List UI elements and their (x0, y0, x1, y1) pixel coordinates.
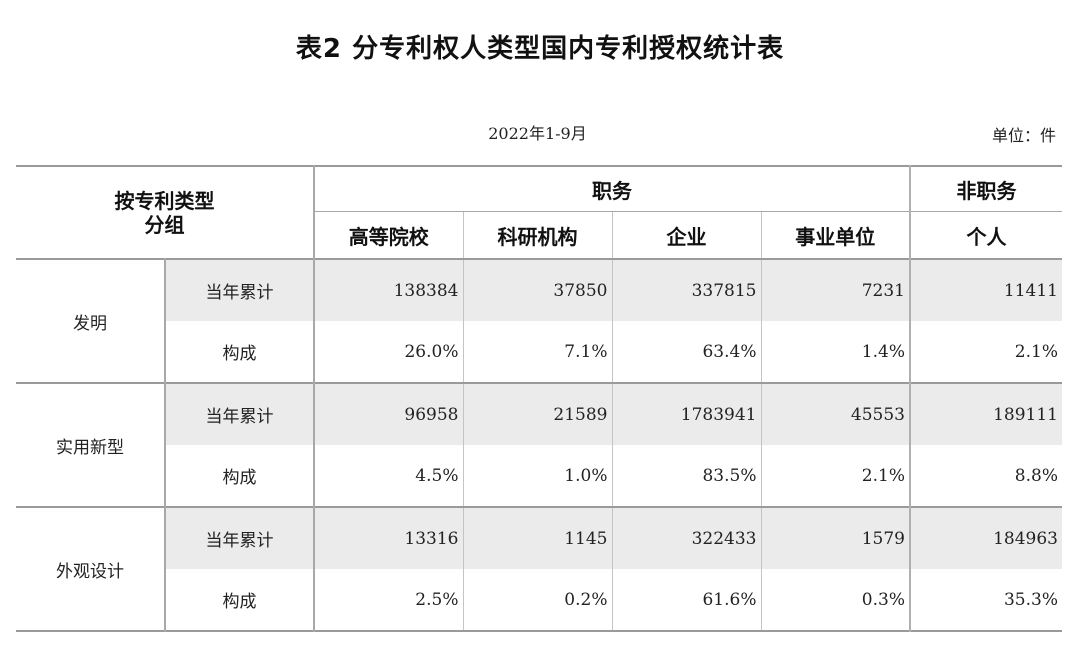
table-cell: 8.8% (910, 445, 1062, 507)
group-label-utility-model: 实用新型 (16, 383, 166, 507)
table-cell: 61.6% (612, 569, 762, 631)
table-cell: 35.3% (910, 569, 1062, 631)
row-label: 当年累计 (165, 383, 315, 445)
table-cell: 189111 (910, 383, 1062, 445)
table-cell: 1579 (761, 507, 911, 569)
column-header-public-institutions: 事业单位 (761, 211, 911, 259)
row-label: 当年累计 (165, 259, 315, 321)
table-row: 外观设计 当年累计 13316 1145 322433 1579 184963 (16, 507, 1062, 631)
table-cell: 0.3% (761, 569, 911, 631)
table-cell: 21589 (463, 383, 613, 445)
row-label: 构成 (165, 445, 315, 507)
table-row: 构成 4.5% 1.0% 83.5% 2.1% 8.8% (16, 445, 1062, 507)
group-label-invention: 发明 (16, 259, 166, 383)
corner-header-line2: 分组 (144, 212, 185, 237)
table-cell: 96958 (314, 383, 464, 445)
table-cell: 7231 (761, 259, 911, 321)
column-header-research-institutes: 科研机构 (463, 211, 613, 259)
table-row: 构成 26.0% 7.1% 63.4% 1.4% 2.1% (16, 321, 1062, 383)
table-cell: 1783941 (612, 383, 762, 445)
table-cell: 13316 (314, 507, 464, 569)
unit-label: 单位：件 (991, 126, 1056, 145)
row-label: 构成 (165, 569, 315, 631)
column-header-enterprises: 企业 (612, 211, 762, 259)
row-label: 构成 (165, 321, 315, 383)
table-cell: 2.1% (761, 445, 911, 507)
table-row: 发明 当年累计 138384 37850 337815 7231 11411 (16, 259, 1062, 383)
group-corner-header: 按专利类型 分组 (16, 166, 315, 260)
table-cell: 2.1% (910, 321, 1062, 383)
table-cell: 11411 (910, 259, 1062, 321)
table-cell: 1145 (463, 507, 613, 569)
table-cell: 7.1% (463, 321, 613, 383)
table-cell: 4.5% (314, 445, 464, 507)
row-label: 当年累计 (165, 507, 315, 569)
table-row: 实用新型 当年累计 96958 21589 1783941 45553 1891… (16, 383, 1062, 507)
table-title: 表2 分专利权人类型国内专利授权统计表 (295, 34, 785, 64)
period-label: 2022年1-9月 (488, 124, 587, 143)
table-cell: 26.0% (314, 321, 464, 383)
table-cell: 83.5% (612, 445, 762, 507)
patent-statistics-table: 按专利类型 分组 职务 非职务 高等院校 科研机构 企业 事业单位 个人 发明 … (16, 165, 1062, 632)
table-cell: 2.5% (314, 569, 464, 631)
table-cell: 184963 (910, 507, 1062, 569)
table-cell: 322433 (612, 507, 762, 569)
table-cell: 37850 (463, 259, 613, 321)
column-header-universities: 高等院校 (314, 211, 464, 259)
column-header-individuals: 个人 (966, 224, 1007, 249)
table-cell: 0.2% (463, 569, 613, 631)
table-cell: 1.4% (761, 321, 911, 383)
table-cell: 138384 (314, 259, 464, 321)
corner-header-line1: 按专利类型 (114, 188, 215, 213)
table-row: 构成 2.5% 0.2% 61.6% 0.3% 35.3% (16, 569, 1062, 631)
group-label-design: 外观设计 (16, 507, 166, 631)
service-group-header: 职务 (314, 166, 911, 212)
nonservice-group-header: 非职务 (910, 166, 1062, 212)
table-cell: 45553 (761, 383, 911, 445)
table-cell: 1.0% (463, 445, 613, 507)
table-cell: 337815 (612, 259, 762, 321)
table-cell: 63.4% (612, 321, 762, 383)
